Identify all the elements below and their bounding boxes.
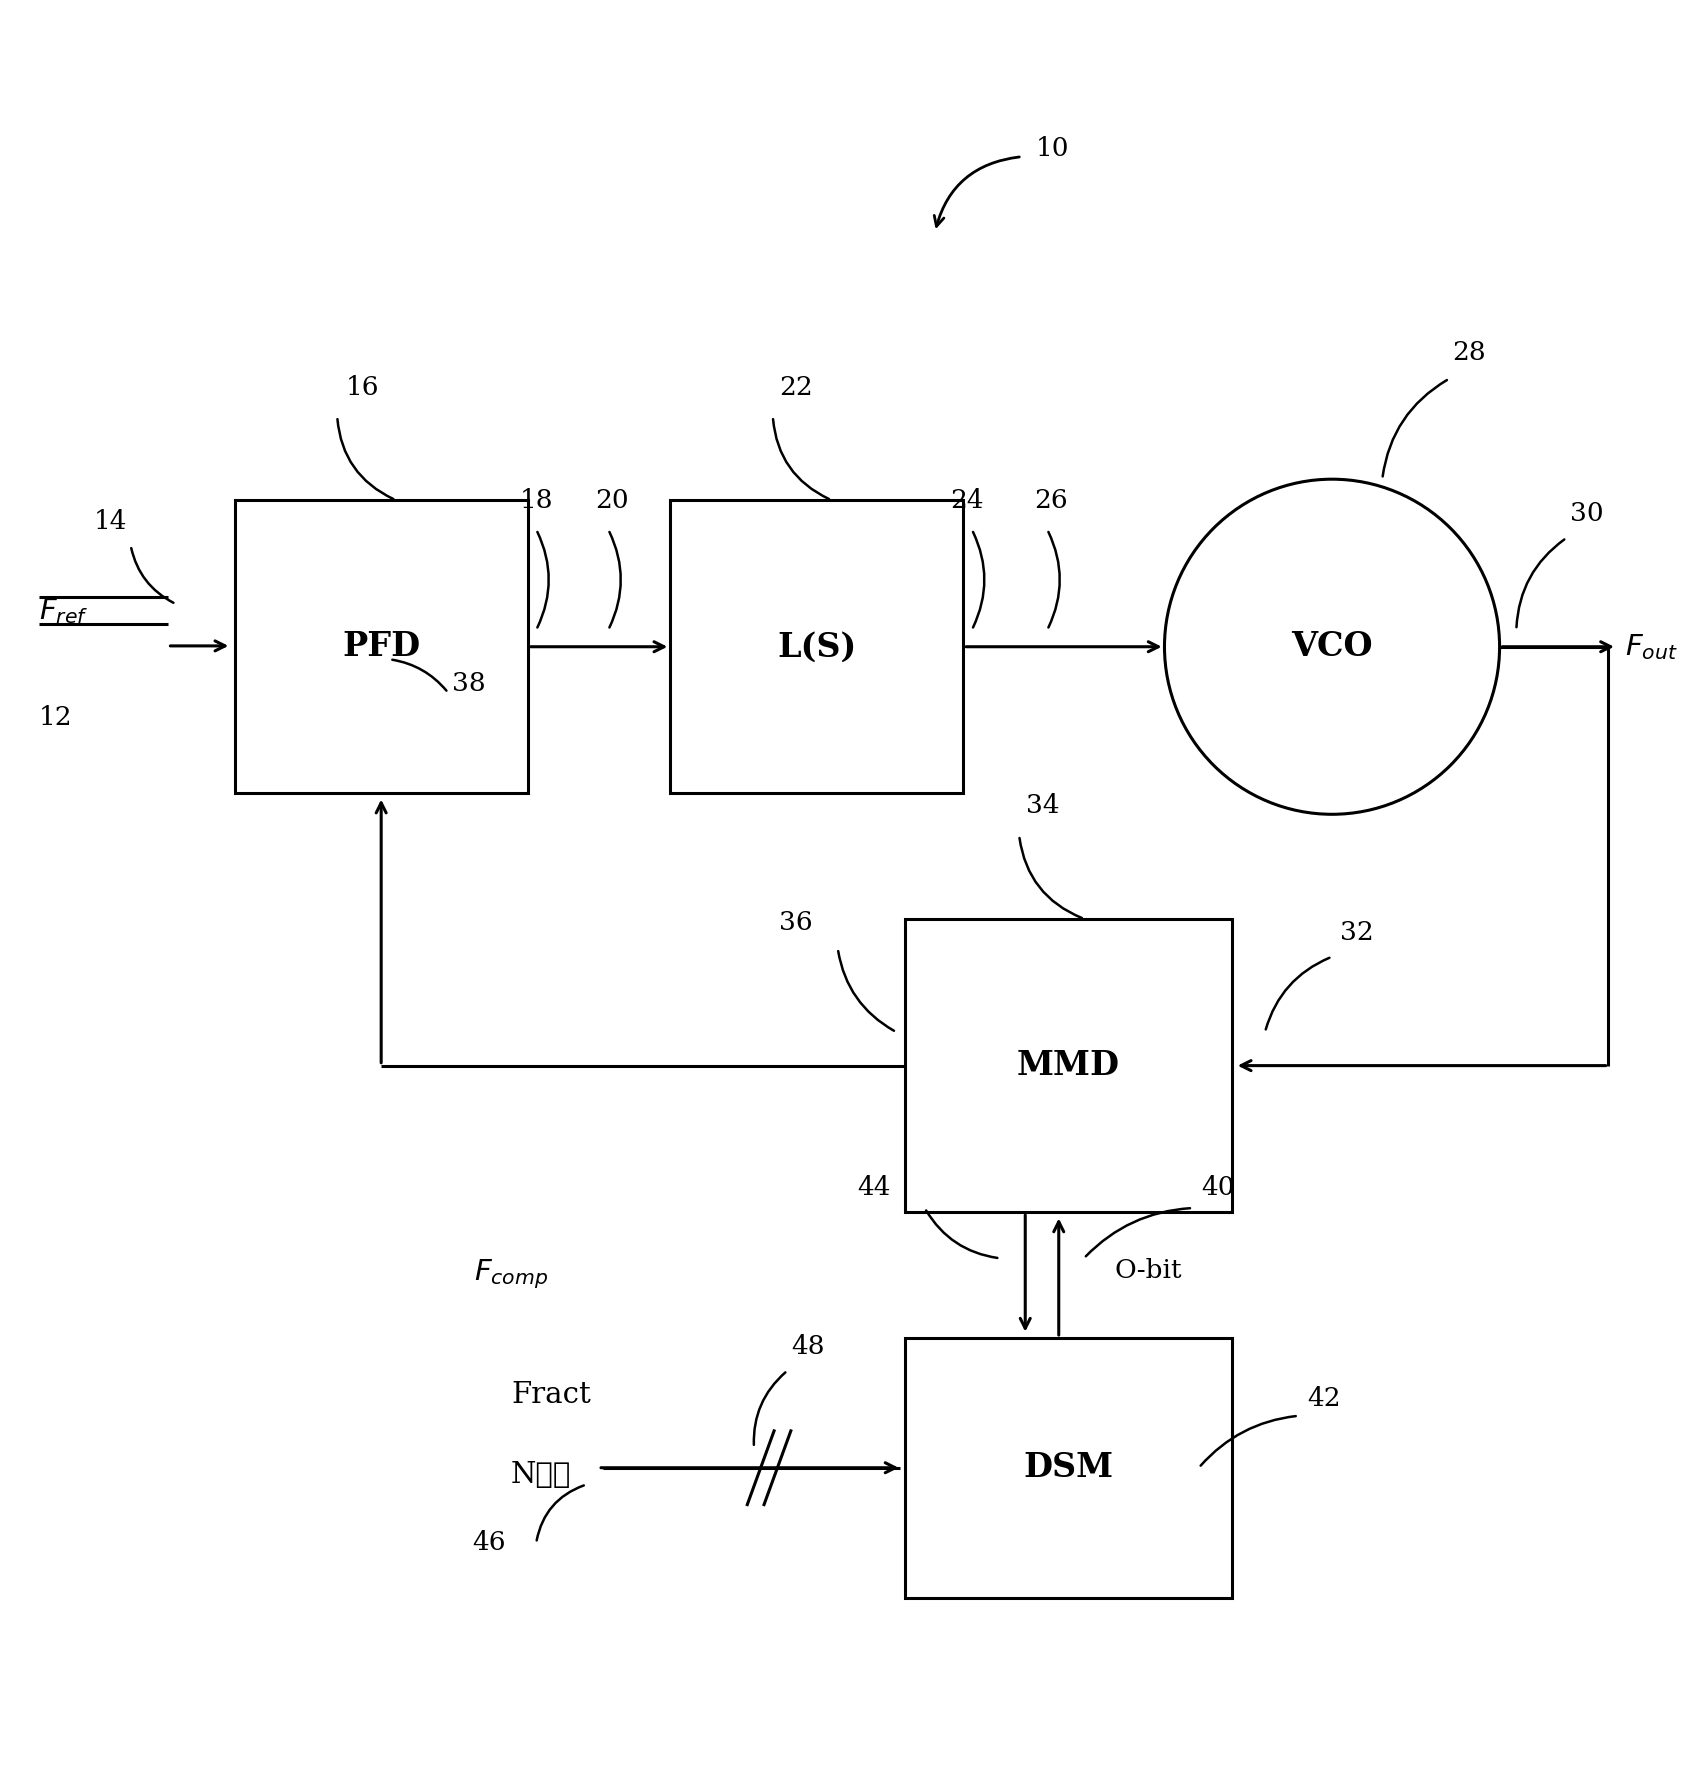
Text: 46: 46 bbox=[473, 1530, 507, 1555]
Text: DSM: DSM bbox=[1024, 1450, 1113, 1484]
Text: L(S): L(S) bbox=[777, 630, 856, 662]
Text: 44: 44 bbox=[858, 1174, 892, 1199]
Bar bbox=[905, 919, 1231, 1211]
Text: 28: 28 bbox=[1453, 340, 1486, 365]
Text: 34: 34 bbox=[1025, 793, 1059, 818]
Text: 48: 48 bbox=[790, 1334, 824, 1358]
Text: 22: 22 bbox=[779, 375, 812, 400]
Text: 32: 32 bbox=[1341, 919, 1375, 946]
Text: PFD: PFD bbox=[343, 630, 421, 662]
Text: 14: 14 bbox=[95, 508, 127, 533]
Text: 36: 36 bbox=[779, 910, 812, 935]
Text: $F_{comp}$: $F_{comp}$ bbox=[475, 1257, 549, 1291]
Text: 20: 20 bbox=[595, 487, 628, 512]
Text: 18: 18 bbox=[520, 487, 552, 512]
Bar bbox=[671, 499, 963, 793]
Text: 10: 10 bbox=[1035, 136, 1069, 161]
Text: MMD: MMD bbox=[1017, 1048, 1120, 1082]
Text: $F_{ref}$: $F_{ref}$ bbox=[39, 595, 88, 625]
Text: 38: 38 bbox=[451, 671, 485, 696]
Text: 42: 42 bbox=[1307, 1385, 1341, 1411]
Bar bbox=[235, 499, 527, 793]
Text: Fract: Fract bbox=[512, 1381, 591, 1410]
Text: O-bit: O-bit bbox=[1115, 1259, 1182, 1284]
Bar bbox=[905, 1337, 1231, 1597]
Text: 26: 26 bbox=[1034, 487, 1067, 512]
Text: N比特: N比特 bbox=[512, 1461, 571, 1489]
Text: 12: 12 bbox=[39, 705, 73, 730]
Text: $F_{out}$: $F_{out}$ bbox=[1625, 632, 1677, 662]
Text: 30: 30 bbox=[1571, 501, 1603, 526]
Text: 16: 16 bbox=[346, 375, 380, 400]
Text: 40: 40 bbox=[1201, 1174, 1235, 1199]
Text: VCO: VCO bbox=[1292, 630, 1373, 662]
Text: 24: 24 bbox=[949, 487, 983, 512]
